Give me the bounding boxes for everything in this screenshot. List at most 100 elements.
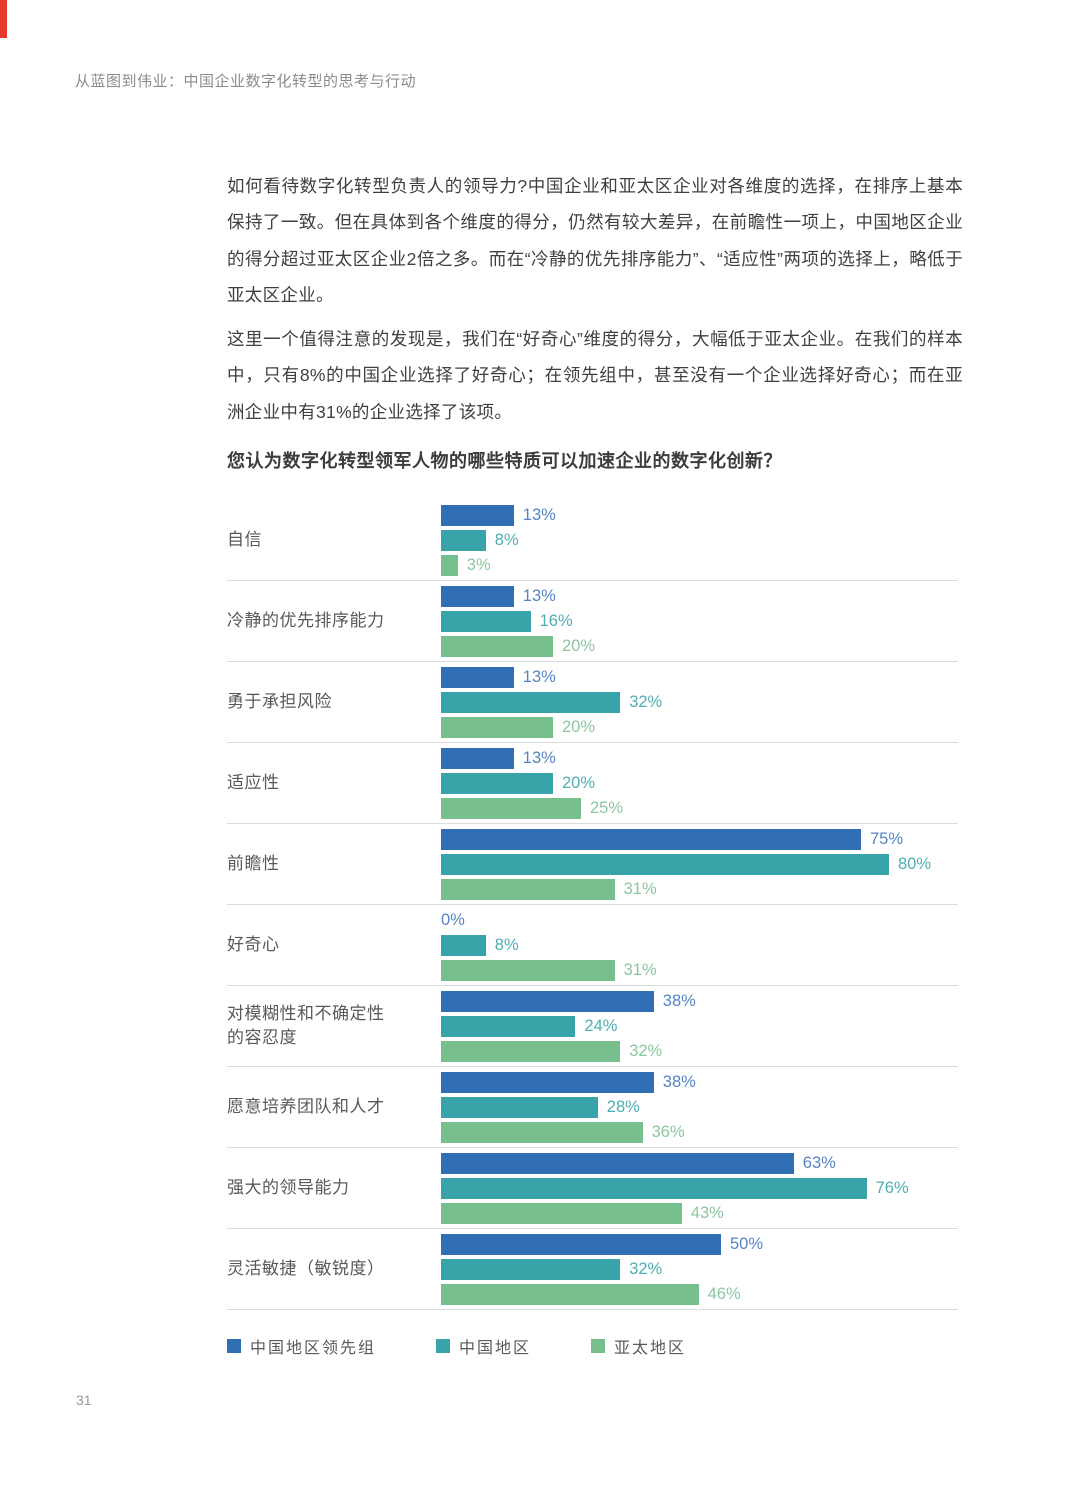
bar-value-label: 13%: [522, 748, 556, 767]
bar-line: 28%: [441, 1096, 958, 1118]
bar-line: 13%: [441, 585, 958, 607]
bar-line: 75%: [441, 828, 958, 850]
bar: [441, 1233, 721, 1255]
category-bars: 50% 32% 46%: [441, 1230, 958, 1309]
bar-line: 31%: [441, 878, 958, 900]
bar: [441, 747, 514, 769]
category-label: 勇于承担风险: [227, 692, 332, 711]
category-label: 适应性: [227, 773, 280, 792]
bar-value-label: 50%: [730, 1234, 764, 1253]
bar-line: 63%: [441, 1152, 958, 1174]
bar-line: 20%: [441, 716, 958, 738]
legend-label: 中国地区: [459, 1340, 532, 1357]
bar: [441, 716, 553, 738]
bar-value-label: 20%: [562, 717, 596, 736]
bar-value-label: 32%: [629, 692, 663, 711]
bar: [441, 1283, 699, 1305]
bar: [441, 1202, 682, 1224]
traits-bar-chart: 自信 13% 8% 3% 冷静的优先排序能力 13% 16% 20% 勇于承担风险 13% 32% 2…: [227, 500, 958, 1358]
chart-row: 强大的领导能力 63% 76% 43%: [227, 1148, 958, 1229]
chart-legend: 中国地区领先组 中国地区 亚太地区: [227, 1334, 958, 1358]
document-header: 从蓝图到伟业：中国企业数字化转型的思考与行动: [75, 73, 417, 90]
bar-value-label: 20%: [562, 636, 596, 655]
bar: [441, 1040, 621, 1062]
bar-line: 38%: [441, 1071, 958, 1093]
category-bars: 38% 28% 36%: [441, 1068, 958, 1147]
chart-row: 适应性 13% 20% 25%: [227, 743, 958, 824]
chart-row: 自信 13% 8% 3%: [227, 500, 958, 581]
chart-title: 您认为数字化转型领军人物的哪些特质可以加速企业的数字化创新？: [227, 451, 782, 471]
bar: [441, 529, 486, 551]
bar: [441, 691, 621, 713]
bar-line: 50%: [441, 1233, 958, 1255]
bar-value-label: 13%: [522, 586, 556, 605]
paragraph-curiosity: 这里一个值得注意的发现是，我们在“好奇心”维度的得分，大幅低于亚太企业。在我们的…: [227, 328, 963, 422]
bar: [441, 504, 514, 526]
bar-value-label: 16%: [539, 611, 573, 630]
category-label: 冷静的优先排序能力: [227, 611, 385, 630]
bar: [441, 1258, 621, 1280]
bar-line: 20%: [441, 772, 958, 794]
chart-row: 灵活敏捷（敏锐度） 50% 32% 46%: [227, 1229, 958, 1310]
chart-row: 对模糊性和不确定性 的容忍度 38% 24% 32%: [227, 986, 958, 1067]
category-label: 强大的领导能力: [227, 1178, 350, 1197]
bar-line: 32%: [441, 691, 958, 713]
bar-line: 8%: [441, 934, 958, 956]
bar: [441, 772, 553, 794]
bar: [441, 878, 615, 900]
bar: [441, 1096, 598, 1118]
bar-line: 13%: [441, 747, 958, 769]
bar-line: 32%: [441, 1258, 958, 1280]
bar: [441, 934, 486, 956]
bar: [441, 797, 581, 819]
category-label: 自信: [227, 530, 262, 549]
bar-value-label: 32%: [629, 1041, 663, 1060]
bar-line: 16%: [441, 610, 958, 632]
bar-value-label: 13%: [522, 505, 556, 524]
chart-row: 冷静的优先排序能力 13% 16% 20%: [227, 581, 958, 662]
bar: [441, 990, 654, 1012]
bar-line: 3%: [441, 554, 958, 576]
bar-line: 38%: [441, 990, 958, 1012]
chart-row: 好奇心 0% 8% 31%: [227, 905, 958, 986]
bar-value-label: 0%: [441, 910, 465, 929]
category-bars: 63% 76% 43%: [441, 1149, 958, 1228]
bar-value-label: 46%: [707, 1284, 741, 1303]
legend-item: 中国地区: [436, 1334, 531, 1358]
category-label: 愿意培养团队和人才: [227, 1097, 385, 1116]
bar-line: 46%: [441, 1283, 958, 1305]
page-number: 31: [76, 1392, 92, 1408]
bar-line: 0%: [441, 910, 958, 931]
chart-row: 前瞻性 75% 80% 31%: [227, 824, 958, 905]
chart-rows: 自信 13% 8% 3% 冷静的优先排序能力 13% 16% 20% 勇于承担风险 13% 32% 2…: [227, 500, 958, 1310]
bar-line: 31%: [441, 959, 958, 981]
bar-line: 13%: [441, 504, 958, 526]
bar-line: 13%: [441, 666, 958, 688]
bar-value-label: 80%: [898, 854, 932, 873]
bar-value-label: 28%: [606, 1097, 640, 1116]
bar-value-label: 38%: [662, 1072, 696, 1091]
bar-line: 32%: [441, 1040, 958, 1062]
legend-item: 中国地区领先组: [227, 1334, 376, 1358]
legend-swatch: [227, 1339, 241, 1353]
bar: [441, 828, 861, 850]
bar: [441, 1015, 576, 1037]
bar: [441, 1152, 794, 1174]
category-label: 好奇心: [227, 935, 280, 954]
legend-swatch: [591, 1339, 606, 1353]
page-accent-mark: [0, 0, 7, 38]
bar-value-label: 43%: [690, 1203, 724, 1222]
legend-label: 中国地区领先组: [250, 1340, 377, 1357]
bar-value-label: 36%: [651, 1122, 685, 1141]
bar-line: 20%: [441, 635, 958, 657]
bar-value-label: 38%: [662, 991, 696, 1010]
chart-row: 愿意培养团队和人才 38% 28% 36%: [227, 1067, 958, 1148]
bar-value-label: 31%: [623, 879, 657, 898]
bar-line: 80%: [441, 853, 958, 875]
bar-line: 8%: [441, 529, 958, 551]
chart-row: 勇于承担风险 13% 32% 20%: [227, 662, 958, 743]
category-bars: 13% 16% 20%: [441, 582, 958, 661]
bar-value-label: 24%: [584, 1016, 618, 1035]
bar-value-label: 25%: [590, 798, 624, 817]
bar-value-label: 75%: [870, 829, 904, 848]
